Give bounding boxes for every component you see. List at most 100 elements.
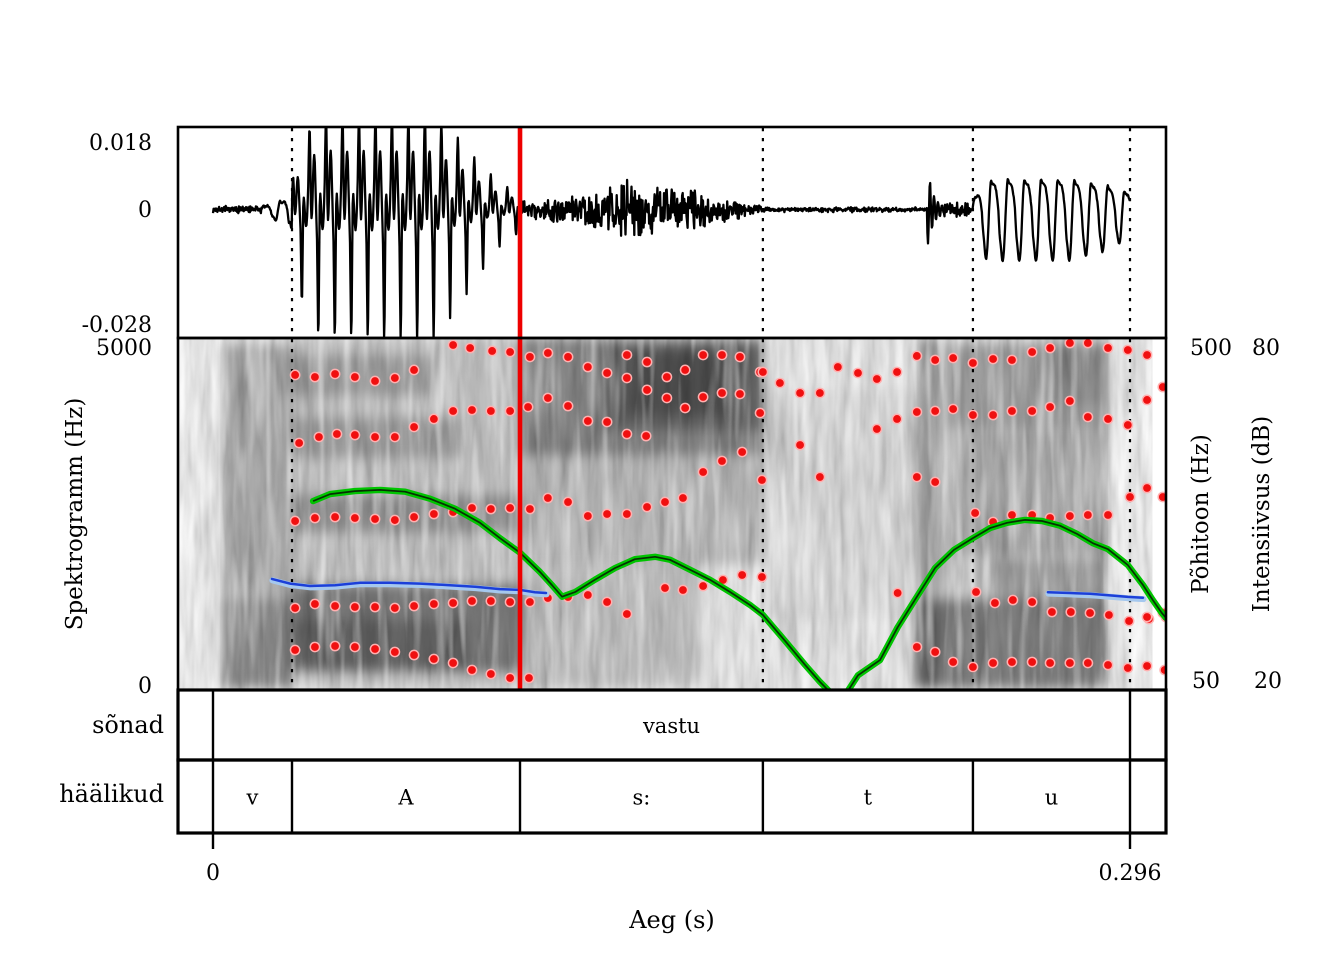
waveform-trace [211, 128, 1131, 337]
formant-dot [486, 597, 495, 605]
formant-dot [311, 600, 319, 608]
formant-dot [931, 478, 940, 486]
formant-dot [971, 509, 980, 517]
formant-dot [1158, 493, 1165, 501]
pitch-min-label: 50 [1192, 669, 1220, 694]
formant-dot [1028, 511, 1037, 519]
formant-dot [429, 600, 438, 608]
formant-dot [291, 646, 299, 654]
formant-dot [1104, 344, 1112, 352]
formant-dot [468, 597, 476, 605]
formant-dot [681, 404, 690, 412]
formant-dot [583, 417, 592, 425]
formant-dot [371, 603, 379, 611]
spectrogram-min-label: 0 [138, 674, 152, 699]
formant-dot [350, 643, 359, 651]
formant-dot [969, 411, 977, 419]
formant-dot [468, 666, 476, 674]
formant-dot [1123, 421, 1132, 429]
formant-dot [1160, 666, 1165, 674]
formant-dot [603, 598, 611, 606]
formant-dot [1143, 351, 1151, 359]
formant-dot [564, 402, 572, 410]
word-interval-label: vastu [642, 714, 700, 738]
formant-dot [1008, 511, 1016, 519]
formant-dot [989, 659, 997, 667]
formant-dot [969, 359, 977, 367]
formant-dot [390, 648, 399, 656]
formant-dot [1086, 609, 1094, 617]
formant-dot [371, 377, 379, 385]
formant-dot [449, 659, 457, 667]
formant-dot [969, 663, 977, 671]
formant-dot [796, 441, 804, 449]
formant-dot [719, 576, 727, 584]
formant-dot [972, 588, 980, 596]
formant-dot [371, 433, 379, 441]
phone-tier-box[interactable] [176, 758, 1168, 835]
formant-dot [543, 394, 552, 402]
formant-dot [989, 355, 997, 363]
formant-dot [410, 602, 418, 610]
formant-dot [333, 430, 341, 438]
formant-dot [643, 386, 651, 394]
formant-dot [311, 514, 319, 522]
formant-dot [1028, 348, 1037, 356]
formant-dot [488, 347, 497, 355]
formant-dot [506, 407, 514, 415]
formant-dot [1008, 596, 1017, 604]
time-end-label: 0.296 [1099, 861, 1162, 886]
formant-dot [350, 603, 359, 611]
formant-dot [1048, 608, 1056, 616]
formant-dot [738, 448, 747, 456]
formant-dot [622, 430, 631, 438]
formant-dot [699, 468, 707, 476]
formant-dot [466, 344, 475, 352]
formant-dot [1083, 339, 1092, 347]
formant-dot [893, 415, 901, 423]
formant-dot [1105, 611, 1113, 619]
spectrogram-boundary-dashes [290, 339, 1132, 689]
formant-dot [643, 358, 651, 366]
formant-dot [331, 602, 339, 610]
phone-interval-label: v [246, 786, 259, 810]
formant-dot [949, 354, 958, 362]
waveform-zero-label: 0 [138, 198, 152, 223]
formant-dot [506, 674, 514, 682]
formant-dot [1143, 662, 1151, 670]
formant-dot [1104, 511, 1112, 519]
formant-dot [291, 604, 299, 612]
formant-dot [931, 407, 940, 415]
formant-dot [1008, 407, 1016, 415]
formant-dot [622, 351, 631, 359]
formant-dot [1028, 658, 1037, 666]
formant-dot [486, 407, 495, 415]
formant-dot [350, 514, 359, 522]
formant-dot [525, 674, 533, 682]
formant-dot [1104, 661, 1112, 669]
formant-dot [912, 643, 921, 651]
formant-dot [758, 573, 766, 581]
formant-dot [893, 368, 901, 376]
formant-dot [989, 411, 997, 419]
waveform-min-label: -0.028 [82, 313, 152, 338]
formant-dot [1028, 598, 1037, 606]
formant-dot [699, 582, 707, 590]
formant-dot [371, 515, 379, 523]
formant-dot [699, 393, 707, 401]
formant-dot [506, 504, 514, 512]
formant-dot [410, 366, 418, 374]
formant-dot [1046, 344, 1054, 352]
formant-dot [872, 375, 881, 383]
formant-dot [1065, 339, 1074, 347]
formant-dot [1083, 659, 1092, 667]
formant-dot [622, 510, 631, 518]
formant-dot [311, 373, 319, 381]
formant-dot [718, 389, 726, 397]
formant-dot [872, 425, 881, 433]
formant-dot [506, 598, 514, 606]
time-axis-title: Aeg (s) [628, 906, 715, 934]
formant-dot [1143, 396, 1151, 404]
